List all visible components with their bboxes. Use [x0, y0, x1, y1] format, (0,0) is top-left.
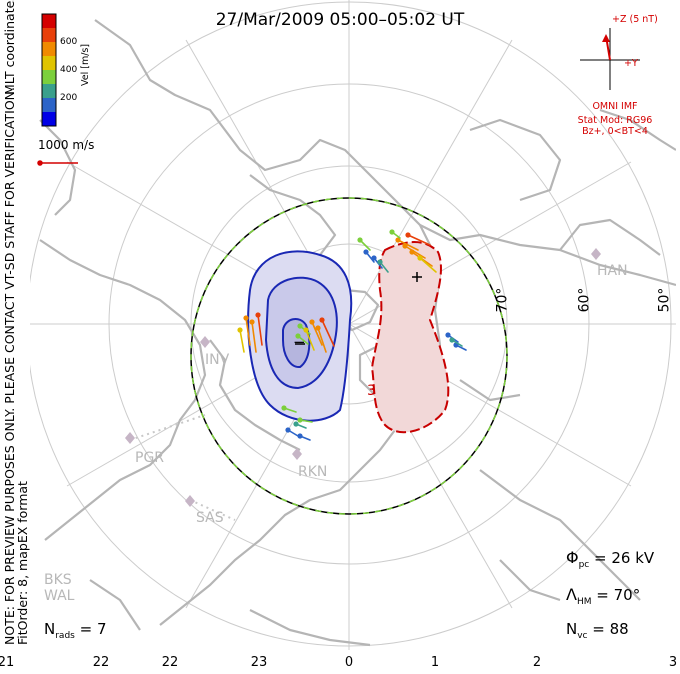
- mlt-tick-22: 22: [92, 655, 110, 670]
- mlt-tick-3: 3: [668, 655, 678, 670]
- station-bks: BKS: [44, 572, 72, 588]
- colorbar-tick-200: 200: [60, 93, 78, 103]
- imf-z-label: +Z (5 nT): [612, 14, 658, 25]
- radar-fov-lines: [129, 414, 236, 521]
- positive-potential-cell: [370, 241, 450, 434]
- mlt-tick-21: 21: [0, 655, 15, 670]
- vector-count-value: = 88: [592, 620, 629, 638]
- hm-boundary-green: [190, 197, 508, 515]
- lat-label-70: 70°: [494, 287, 511, 313]
- radar-count-value: = 7: [79, 620, 107, 638]
- stat-model: Stat Mod: RG96: [577, 115, 653, 126]
- mlt-tick-1: 1: [430, 655, 440, 670]
- radar-count: Nrads = 7: [44, 620, 107, 641]
- mlt-tick-23: 23: [250, 655, 268, 670]
- station-sas: SAS: [196, 510, 224, 526]
- hm-latitude-value: = 70°: [596, 586, 641, 604]
- colorbar-tick-400: 400: [60, 65, 78, 75]
- hm-latitude: ΛHM = 70°: [566, 585, 641, 607]
- station-pgr: PGR: [135, 450, 165, 466]
- vector-count: Nvc = 88: [566, 620, 629, 641]
- imf-dial: [580, 28, 640, 90]
- mlt-tick-0: 0: [344, 655, 354, 670]
- scale-vector-label: 1000 m/s: [38, 138, 95, 152]
- colorbar-tick-600: 600: [60, 37, 78, 47]
- station-markers: [125, 248, 601, 507]
- contour-label: 3: [367, 383, 376, 399]
- cross-polar-potential: Φpc = 26 kV: [566, 548, 655, 570]
- stat-model-condition: Bz+, 0<BT<4: [582, 126, 648, 137]
- lat-label-50: 50°: [656, 287, 673, 313]
- imf-y-label: +Y: [624, 58, 638, 69]
- velocity-colorbar: [41, 13, 57, 127]
- cross-polar-potential-value: = 26 kV: [594, 549, 655, 567]
- station-wal: WAL: [44, 588, 75, 604]
- station-inv: INV: [205, 352, 230, 368]
- mlt-tick-22b: 22: [161, 655, 179, 670]
- potential-extrema: [295, 272, 422, 345]
- mlt-tick-2: 2: [532, 655, 542, 670]
- map-title: 27/Mar/2009 05:00–05:02 UT: [215, 10, 465, 30]
- potential-min-sign: −: [293, 333, 306, 351]
- station-rkn: RKN: [298, 464, 328, 480]
- mlt-coordinates-label: MLT coordinates: [2, 0, 17, 95]
- lat-label-60: 60°: [576, 287, 593, 313]
- station-han: HAN: [597, 263, 628, 279]
- imf-source: OMNI IMF: [592, 101, 638, 112]
- flow-vectors: [237, 229, 467, 441]
- colorbar-label: Vel [m/s]: [80, 43, 91, 86]
- scale-vector-arrow: [37, 160, 78, 166]
- fitorder-note: FitOrder: 8, mapEX format: [15, 481, 30, 645]
